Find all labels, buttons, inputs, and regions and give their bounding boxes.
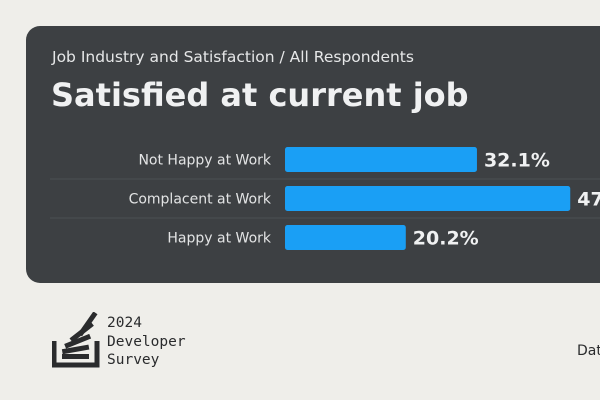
- bar: [285, 147, 477, 172]
- bar: [285, 225, 406, 250]
- chart-subtitle: Job Industry and Satisfaction / All Resp…: [52, 48, 414, 66]
- brand-developer: Developer: [107, 333, 186, 350]
- category-label: Complacent at Work: [129, 192, 272, 208]
- value-label: 20.2%: [413, 228, 479, 250]
- brand-survey: Survey: [107, 352, 160, 368]
- category-label: Not Happy at Work: [138, 153, 271, 169]
- survey-brand-text: 2024 Developer Survey: [107, 314, 186, 370]
- category-label: Happy at Work: [167, 231, 271, 247]
- data-source-label: Dat: [577, 343, 600, 359]
- brand-year: 2024: [107, 315, 142, 331]
- stack-overflow-logo-icon: [52, 312, 100, 368]
- value-label: 47: [577, 189, 600, 211]
- bar: [285, 186, 571, 211]
- chart-title: Satisfied at current job: [51, 76, 469, 114]
- value-label: 32.1%: [484, 150, 550, 172]
